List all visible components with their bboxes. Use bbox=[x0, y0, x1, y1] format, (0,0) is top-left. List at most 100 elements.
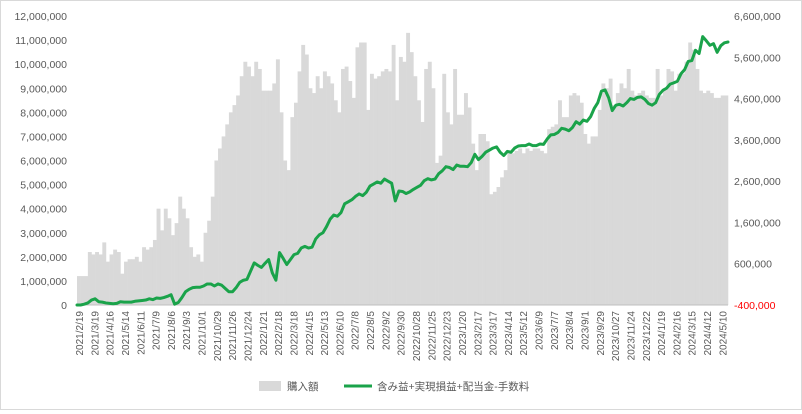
bar bbox=[605, 88, 609, 305]
bar bbox=[185, 218, 190, 305]
bar bbox=[492, 191, 497, 305]
bar bbox=[312, 93, 316, 305]
bar bbox=[351, 97, 356, 305]
y-left-tick-label: 7,000,000 bbox=[20, 131, 67, 143]
bar bbox=[283, 160, 288, 305]
bar bbox=[113, 249, 118, 305]
left-axis-ticks: 0 1,000,000 2,000,000 3,000,000 4,000,000 5,0… bbox=[14, 11, 67, 312]
bar bbox=[677, 73, 682, 305]
bar bbox=[214, 160, 219, 305]
bar bbox=[333, 100, 338, 305]
bar bbox=[145, 249, 150, 305]
bar bbox=[199, 261, 204, 305]
bar bbox=[695, 68, 700, 305]
bar bbox=[717, 97, 722, 305]
bar bbox=[720, 95, 725, 305]
bar bbox=[474, 170, 479, 305]
y-left-tick-label: 12,000,000 bbox=[14, 11, 67, 23]
x-tick-label: 2022/4/15 bbox=[305, 311, 316, 356]
y-right-tick-label: 600,000 bbox=[734, 259, 772, 271]
bar bbox=[449, 124, 454, 306]
bar bbox=[322, 71, 327, 305]
bar bbox=[196, 254, 201, 305]
x-tick-label: 2022/7/8 bbox=[351, 311, 362, 350]
bar bbox=[272, 83, 277, 306]
bar bbox=[579, 102, 584, 305]
bar bbox=[583, 134, 588, 305]
bar bbox=[156, 208, 161, 305]
bar bbox=[77, 276, 81, 305]
bar bbox=[221, 136, 226, 305]
bar bbox=[359, 42, 364, 306]
bar bbox=[572, 93, 577, 305]
y-left-tick-label: 11,000,000 bbox=[15, 35, 67, 47]
bar bbox=[102, 242, 107, 305]
bar bbox=[124, 261, 128, 305]
bar bbox=[120, 273, 125, 305]
y-right-tick-label: 2,600,000 bbox=[734, 176, 781, 188]
bar bbox=[420, 121, 425, 305]
bar bbox=[416, 100, 421, 305]
x-tick-label: 2023/3/17 bbox=[489, 311, 500, 356]
bar bbox=[167, 218, 172, 305]
bars-layer bbox=[77, 32, 729, 306]
bar bbox=[355, 47, 360, 306]
bar bbox=[326, 76, 331, 306]
bar bbox=[521, 153, 526, 305]
bar bbox=[116, 252, 121, 305]
bar bbox=[724, 95, 729, 305]
x-tick-label: 2023/2/17 bbox=[473, 311, 484, 356]
bar bbox=[648, 97, 653, 305]
bar bbox=[134, 256, 139, 305]
bar bbox=[489, 194, 494, 305]
bar bbox=[395, 100, 400, 305]
x-tick-label: 2021/6/11 bbox=[136, 311, 147, 355]
bar bbox=[655, 68, 660, 305]
bar bbox=[666, 68, 671, 305]
bar bbox=[615, 93, 620, 305]
bar bbox=[87, 252, 92, 305]
bar bbox=[341, 68, 345, 305]
bar bbox=[319, 88, 324, 305]
y-left-tick-label: 0 bbox=[61, 300, 67, 312]
bar bbox=[265, 90, 269, 305]
bar bbox=[612, 105, 617, 305]
x-tick-label: 2021/10/1 bbox=[198, 311, 209, 356]
bar bbox=[409, 52, 414, 306]
bar bbox=[239, 76, 244, 306]
legend-label-purchase: 購入額 bbox=[287, 380, 319, 393]
x-tick-label: 2023/6/9 bbox=[535, 311, 546, 350]
bar bbox=[275, 59, 280, 305]
bar bbox=[232, 105, 237, 305]
bar bbox=[460, 114, 465, 306]
bar bbox=[543, 153, 548, 305]
y-left-tick-label: 1,000,000 bbox=[20, 276, 67, 288]
legend: 購入額 含み益+実現損益+配当金-手数料 bbox=[259, 380, 530, 393]
bar bbox=[482, 134, 486, 305]
y-left-tick-label: 2,000,000 bbox=[20, 252, 67, 264]
bar bbox=[192, 256, 197, 305]
bar bbox=[294, 102, 298, 305]
bar bbox=[84, 276, 89, 305]
x-tick-label: 2021/3/19 bbox=[90, 311, 101, 356]
bar bbox=[218, 148, 222, 305]
bar bbox=[597, 109, 602, 305]
x-tick-label: 2021/7/9 bbox=[152, 311, 163, 350]
x-tick-label: 2023/10/27 bbox=[611, 311, 622, 361]
bar bbox=[691, 49, 696, 305]
bar bbox=[688, 42, 693, 306]
bar bbox=[699, 90, 703, 305]
bar bbox=[348, 81, 353, 305]
bar bbox=[406, 32, 411, 306]
bar bbox=[702, 93, 707, 305]
x-tick-label: 2022/3/18 bbox=[289, 311, 300, 356]
bar bbox=[532, 148, 537, 305]
bar bbox=[413, 76, 418, 306]
bar bbox=[536, 148, 541, 305]
bar bbox=[189, 247, 194, 305]
bar bbox=[380, 71, 385, 305]
y-left-tick-label: 6,000,000 bbox=[20, 156, 67, 168]
bar bbox=[398, 56, 403, 305]
bar bbox=[673, 90, 678, 305]
